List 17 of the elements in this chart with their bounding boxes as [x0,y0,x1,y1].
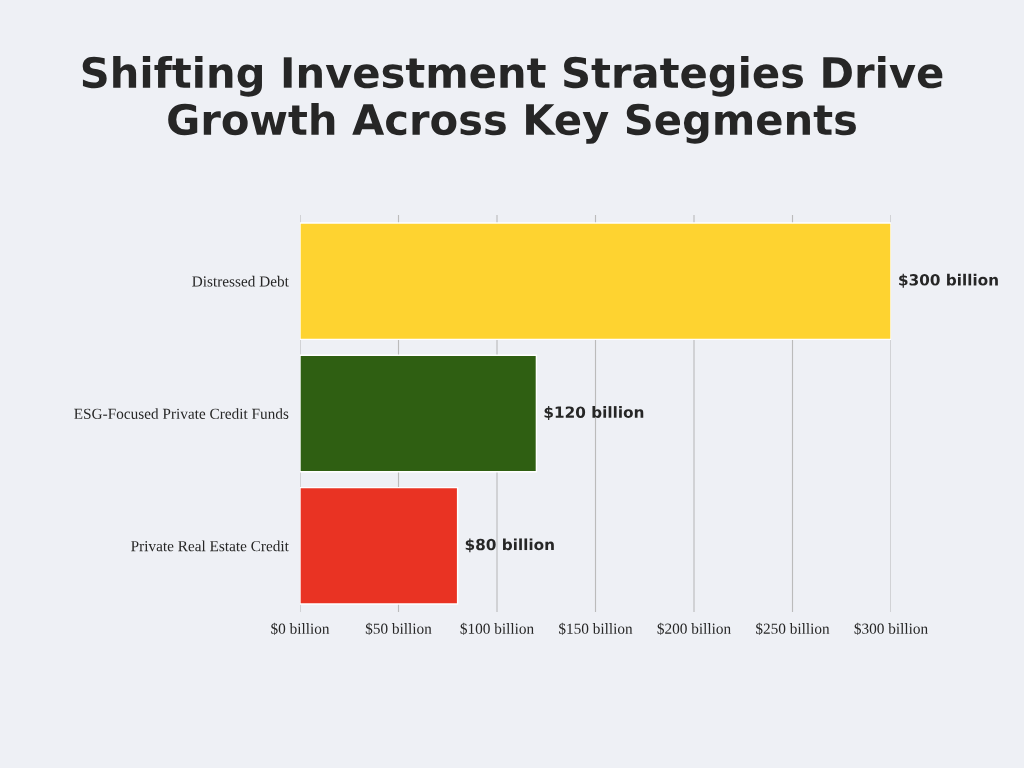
chart-title: Shifting Investment Strategies Drive Growth Across Key Segments [82,56,943,144]
y-tick-label: ESG-Focused Private Credit Funds [74,408,289,419]
x-tick-label: $250 billion [756,622,830,635]
x-tick-label: $300 billion [854,622,928,635]
bar [300,222,891,341]
bar [300,354,538,473]
x-tick-label: $100 billion [460,622,534,635]
data-label: $300 billion [899,273,998,288]
data-label: $80 billion [465,538,554,553]
y-tick-label: Distressed Debt [192,275,289,287]
x-tick-label: $200 billion [657,622,731,635]
bar [300,486,459,605]
x-tick-label: $0 billion [271,622,330,635]
y-tick-label: Private Real Estate Credit [131,540,289,552]
x-tick-label: $150 billion [559,622,633,635]
x-tick-label: $50 billion [365,622,432,635]
data-label: $120 billion [544,406,644,420]
